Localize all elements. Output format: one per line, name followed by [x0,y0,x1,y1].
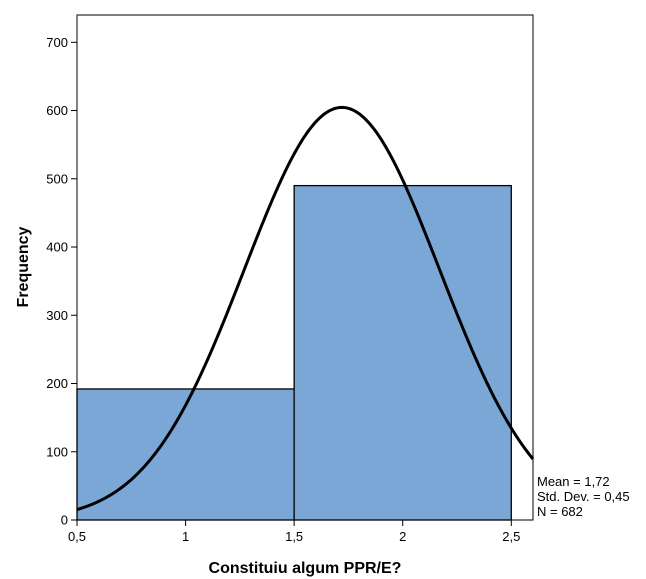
stats-line-1: Mean = 1,72 [537,474,610,489]
y-axis-title: Frequency [15,226,32,307]
normal-curve [76,105,535,511]
y-tick-label: 700 [46,35,68,50]
stats-line-2: Std. Dev. = 0,45 [537,489,630,504]
x-tick-label: 2 [399,529,406,544]
x-tick-label: 1 [182,529,189,544]
x-tick-label: 0,5 [68,529,86,544]
y-tick-label: 100 [46,444,68,459]
x-tick-label: 1,5 [285,529,303,544]
histogram-bar-1 [76,388,295,521]
histogram-bar-2 [293,184,512,521]
stats-line-3: N = 682 [537,504,583,519]
y-tick-label: 300 [46,308,68,323]
x-axis-title: Constituiu algum PPR/E? [209,560,402,577]
histogram-bars [76,184,512,521]
y-tick-label: 400 [46,240,68,255]
x-axis: 0,5 1 1,5 2 2,5 [68,520,520,544]
y-tick-label: 0 [61,513,68,528]
x-tick-label: 2,5 [502,529,520,544]
y-axis: 0 100 200 300 400 500 600 700 [46,35,77,528]
y-tick-label: 200 [46,376,68,391]
y-tick-label: 600 [46,103,68,118]
y-tick-label: 500 [46,171,68,186]
